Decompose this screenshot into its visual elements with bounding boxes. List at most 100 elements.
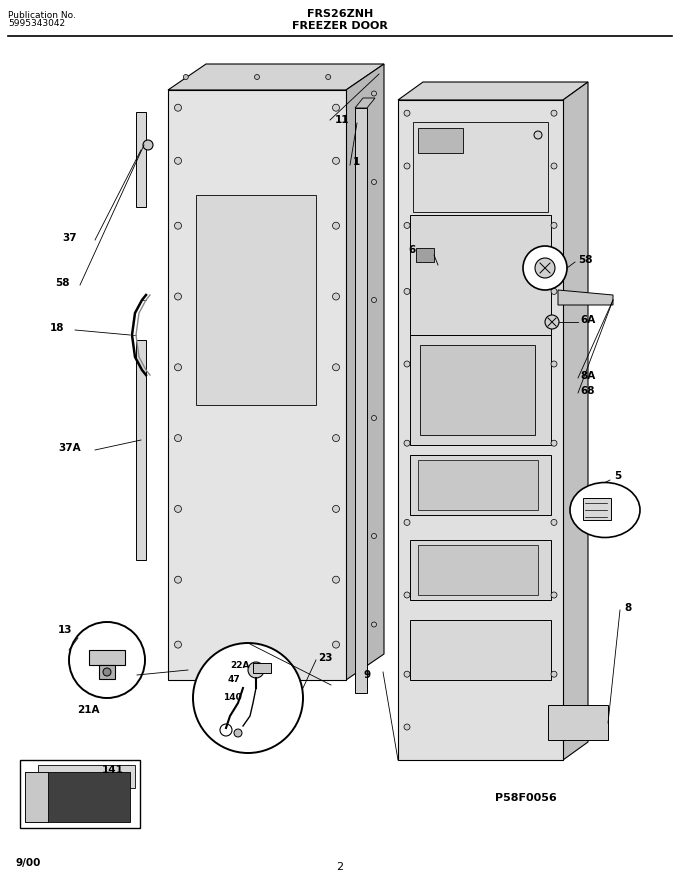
- Bar: [410, 215, 551, 335]
- Circle shape: [326, 74, 330, 79]
- Text: FREEZER DOOR: FREEZER DOOR: [292, 21, 388, 31]
- Text: 140: 140: [223, 693, 242, 702]
- Circle shape: [143, 140, 153, 150]
- Bar: [413, 122, 548, 212]
- Circle shape: [404, 110, 410, 116]
- Bar: [410, 620, 551, 680]
- Circle shape: [333, 576, 339, 583]
- Circle shape: [545, 315, 559, 329]
- Polygon shape: [558, 290, 613, 305]
- Text: 13: 13: [58, 625, 73, 635]
- Bar: [355, 108, 367, 693]
- Circle shape: [535, 258, 555, 278]
- Circle shape: [551, 671, 557, 677]
- Circle shape: [175, 505, 182, 512]
- Circle shape: [175, 435, 182, 442]
- Bar: [418, 460, 538, 510]
- Bar: [99, 665, 115, 679]
- Bar: [418, 545, 538, 595]
- Text: 18: 18: [50, 323, 65, 333]
- Bar: [168, 90, 346, 680]
- Circle shape: [371, 534, 377, 539]
- Circle shape: [333, 641, 339, 648]
- Circle shape: [193, 643, 303, 753]
- Text: Publication No.: Publication No.: [8, 11, 76, 19]
- Text: 37: 37: [62, 233, 77, 243]
- Circle shape: [371, 297, 377, 303]
- Text: 141: 141: [102, 765, 124, 775]
- Bar: [136, 340, 146, 560]
- Circle shape: [551, 592, 557, 598]
- Circle shape: [404, 724, 410, 730]
- Circle shape: [333, 435, 339, 442]
- Text: 47: 47: [228, 676, 241, 684]
- Text: 8: 8: [624, 603, 631, 613]
- Circle shape: [404, 440, 410, 446]
- Circle shape: [248, 662, 264, 678]
- Bar: [410, 335, 551, 445]
- Bar: [548, 705, 608, 740]
- Text: 5: 5: [614, 471, 622, 481]
- Bar: [418, 128, 463, 153]
- Bar: [410, 455, 551, 515]
- Circle shape: [404, 222, 410, 228]
- Polygon shape: [398, 82, 588, 100]
- Circle shape: [371, 180, 377, 184]
- Circle shape: [175, 363, 182, 370]
- Circle shape: [551, 163, 557, 169]
- Circle shape: [333, 363, 339, 370]
- Bar: [136, 112, 146, 207]
- Polygon shape: [25, 772, 48, 822]
- Circle shape: [551, 724, 557, 730]
- Bar: [253, 663, 271, 673]
- Text: 37A: 37A: [58, 443, 81, 453]
- Polygon shape: [38, 765, 135, 788]
- Bar: [196, 195, 316, 405]
- Circle shape: [103, 668, 111, 676]
- Circle shape: [175, 641, 182, 648]
- Bar: [89, 650, 125, 665]
- Circle shape: [184, 74, 188, 79]
- Ellipse shape: [570, 482, 640, 537]
- Circle shape: [333, 104, 339, 111]
- Bar: [20, 760, 140, 828]
- Bar: [583, 498, 611, 520]
- Circle shape: [551, 440, 557, 446]
- Circle shape: [404, 519, 410, 526]
- Circle shape: [404, 361, 410, 367]
- Bar: [420, 345, 535, 435]
- Circle shape: [404, 288, 410, 295]
- Circle shape: [551, 519, 557, 526]
- Text: FRS26ZNH: FRS26ZNH: [307, 9, 373, 19]
- Text: 2: 2: [337, 862, 343, 872]
- Circle shape: [523, 246, 567, 290]
- Text: 6A: 6A: [580, 315, 595, 325]
- Text: 5995343042: 5995343042: [8, 19, 65, 28]
- Text: 23: 23: [318, 653, 333, 663]
- Text: 9: 9: [364, 670, 371, 680]
- Text: 22A: 22A: [230, 662, 250, 670]
- Bar: [398, 100, 563, 760]
- Circle shape: [551, 110, 557, 116]
- Circle shape: [333, 505, 339, 512]
- Circle shape: [175, 104, 182, 111]
- Circle shape: [333, 157, 339, 164]
- Circle shape: [254, 74, 260, 79]
- Circle shape: [404, 163, 410, 169]
- Text: 21A: 21A: [77, 705, 99, 715]
- Circle shape: [175, 293, 182, 300]
- Circle shape: [333, 293, 339, 300]
- Text: 1: 1: [353, 157, 360, 167]
- Polygon shape: [168, 64, 384, 90]
- Circle shape: [371, 91, 377, 96]
- Text: 11: 11: [335, 115, 350, 125]
- Circle shape: [175, 157, 182, 164]
- Circle shape: [551, 361, 557, 367]
- Bar: [416, 248, 434, 262]
- Polygon shape: [355, 98, 375, 108]
- Polygon shape: [346, 64, 384, 680]
- Polygon shape: [25, 772, 130, 822]
- Circle shape: [69, 622, 145, 698]
- Text: 9/00: 9/00: [15, 858, 40, 868]
- Circle shape: [551, 288, 557, 295]
